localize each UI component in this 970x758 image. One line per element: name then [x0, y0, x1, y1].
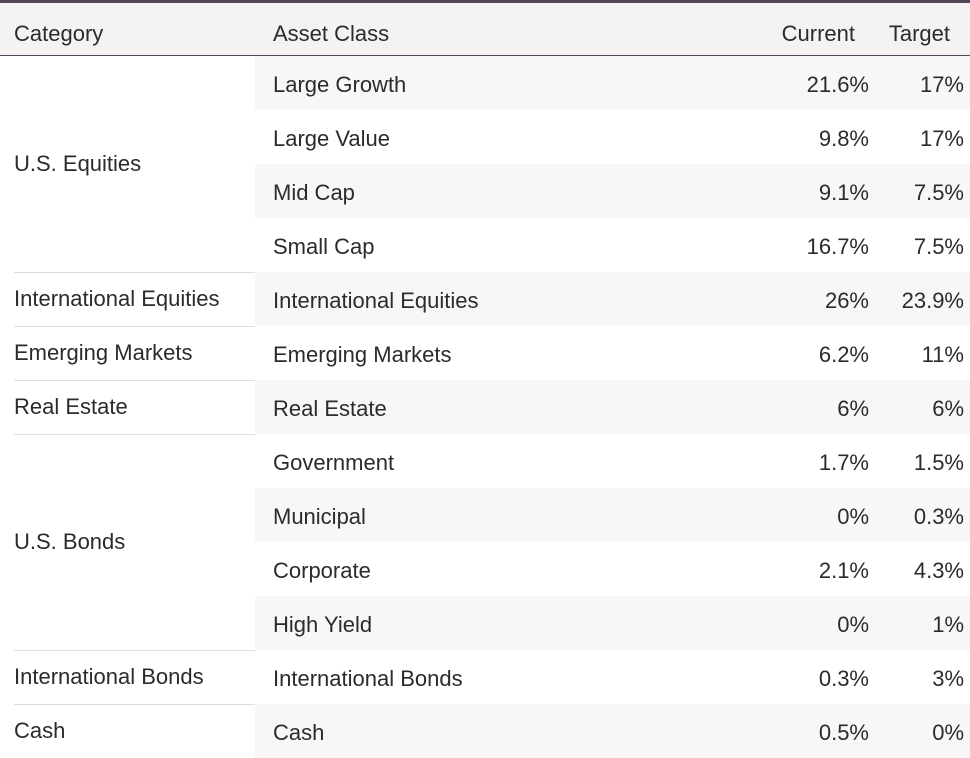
table-row: Corporate 2.1% 4.3%	[255, 542, 970, 596]
current-cell: 6.2%	[818, 342, 869, 367]
asset-class-cell: International Bonds	[273, 666, 463, 691]
target-cell: 7.5%	[913, 234, 964, 259]
category-cell: U.S. Bonds	[14, 529, 126, 554]
current-cell: 1.7%	[818, 450, 869, 475]
table-row: International Bonds 0.3% 3%	[255, 650, 970, 704]
header-category: Category	[14, 21, 104, 46]
category-cell: Real Estate	[14, 394, 128, 419]
current-cell: 26%	[824, 288, 869, 313]
current-cell: 0.5%	[818, 720, 869, 745]
current-cell: 0%	[837, 504, 869, 529]
table-top-rule	[0, 0, 970, 3]
current-cell: 21.6%	[806, 72, 869, 97]
table-row: Mid Cap 9.1% 7.5%	[255, 164, 970, 218]
table-group: Real Estate Real Estate 6% 6%	[14, 380, 970, 435]
asset-rows: Government 1.7% 1.5% Municipal 0% 0.3% Corpora…	[255, 434, 970, 650]
table-group: International Bonds International Bonds 0.…	[14, 650, 970, 705]
asset-class-cell: High Yield	[273, 612, 373, 637]
target-cell: 1.5%	[913, 450, 964, 475]
target-cell: 0%	[932, 720, 964, 745]
target-cell: 17%	[919, 126, 964, 151]
asset-class-cell: Mid Cap	[273, 180, 355, 205]
header-asset-class: Asset Class	[273, 21, 390, 46]
table-row: Municipal 0% 0.3%	[255, 488, 970, 542]
category-cell: U.S. Equities	[14, 151, 142, 176]
header-current: Current	[781, 21, 855, 46]
table-group: Emerging Markets Emerging Markets 6.2% 11%	[14, 326, 970, 381]
current-cell: 2.1%	[818, 558, 869, 583]
current-cell: 9.1%	[818, 180, 869, 205]
target-cell: 23.9%	[901, 288, 964, 313]
table-row: Large Growth 21.6% 17%	[255, 56, 970, 110]
current-cell: 6%	[837, 396, 869, 421]
table-group: Cash Cash 0.5% 0%	[14, 704, 970, 758]
target-cell: 3%	[932, 666, 964, 691]
target-cell: 6%	[932, 396, 964, 421]
asset-rows: Emerging Markets 6.2% 11%	[255, 326, 970, 380]
asset-rows: International Equities 26% 23.9%	[255, 272, 970, 326]
current-cell: 9.8%	[818, 126, 869, 151]
current-cell: 0.3%	[818, 666, 869, 691]
target-cell: 0.3%	[913, 504, 964, 529]
table-row: Large Value 9.8% 17%	[255, 110, 970, 164]
asset-rows: Cash 0.5% 0%	[255, 704, 970, 758]
category-cell: International Equities	[14, 286, 220, 311]
target-cell: 7.5%	[913, 180, 964, 205]
table-group: U.S. Equities Large Growth 21.6% 17% Large V…	[14, 56, 970, 273]
asset-class-cell: Cash	[273, 720, 325, 745]
table-row: International Equities 26% 23.9%	[255, 272, 970, 326]
category-cell: Cash	[14, 718, 66, 743]
target-cell: 11%	[921, 342, 964, 367]
target-cell: 17%	[919, 72, 964, 97]
table-row: Cash 0.5% 0%	[255, 704, 970, 758]
table-row: Emerging Markets 6.2% 11%	[255, 326, 970, 380]
target-cell: 4.3%	[913, 558, 964, 583]
asset-class-cell: Municipal	[273, 504, 366, 529]
table-row: Small Cap 16.7% 7.5%	[255, 218, 970, 272]
asset-class-cell: Large Value	[273, 126, 391, 151]
asset-class-cell: International Equities	[273, 288, 479, 313]
current-cell: 16.7%	[806, 234, 869, 259]
category-cell: Emerging Markets	[14, 340, 193, 365]
target-cell: 1%	[932, 612, 964, 637]
asset-class-cell: Real Estate	[273, 396, 387, 421]
asset-rows: Real Estate 6% 6%	[255, 380, 970, 434]
header-target: Target	[888, 21, 950, 46]
table-row: High Yield 0% 1%	[255, 596, 970, 650]
category-cell: International Bonds	[14, 664, 204, 689]
asset-class-cell: Small Cap	[273, 234, 375, 259]
table-group: U.S. Bonds Government 1.7% 1.5% Municipal 0% 0…	[14, 434, 970, 651]
current-cell: 0%	[837, 612, 869, 637]
asset-class-cell: Large Growth	[273, 72, 407, 97]
table-row: Government 1.7% 1.5%	[255, 434, 970, 488]
table-header: Category Asset Class Current Target	[0, 3, 970, 56]
table-group: International Equities International Equi…	[14, 272, 970, 327]
table-row: Real Estate 6% 6%	[255, 380, 970, 434]
asset-class-cell: Emerging Markets	[273, 342, 452, 367]
asset-class-cell: Corporate	[273, 558, 371, 583]
asset-class-cell: Government	[273, 450, 395, 475]
asset-rows: Large Growth 21.6% 17% Large Value 9.8% 17% Mi…	[255, 56, 970, 272]
asset-rows: International Bonds 0.3% 3%	[255, 650, 970, 704]
